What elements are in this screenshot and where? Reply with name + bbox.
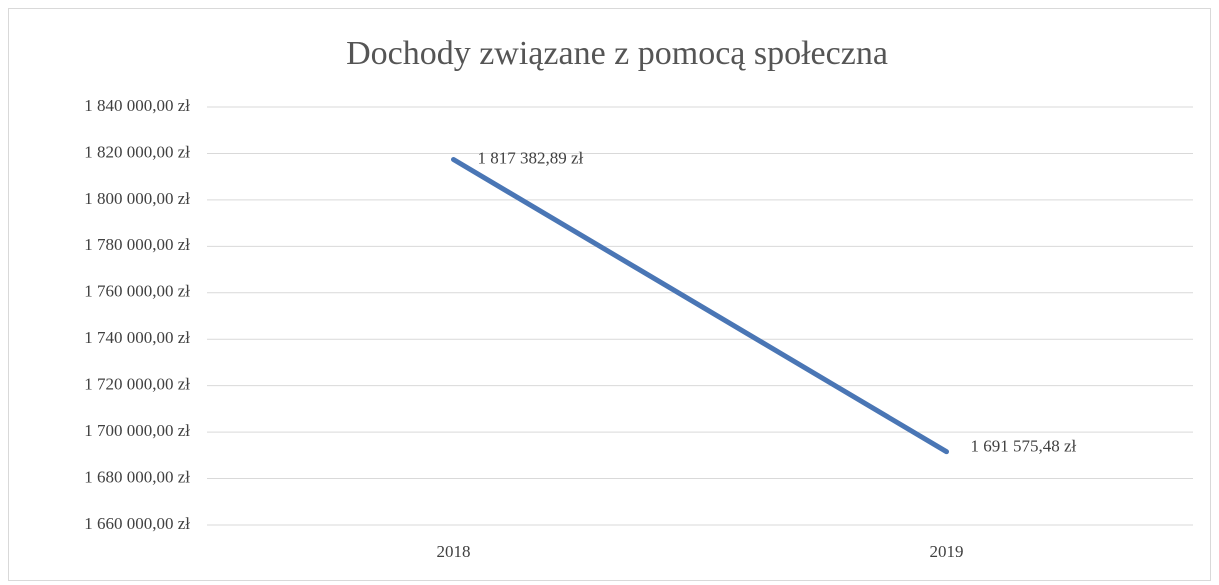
y-tick-label: 1 680 000,00 zł [84, 467, 190, 486]
x-tick-label: 2018 [437, 542, 471, 561]
data-line [451, 157, 949, 455]
chart-title: Dochody związane z pomocą społeczna [346, 35, 888, 72]
y-tick-label: 1 660 000,00 zł [84, 514, 190, 533]
y-tick-label: 1 840 000,00 zł [84, 96, 190, 115]
x-tick-label: 2019 [930, 542, 964, 561]
y-tick-label: 1 820 000,00 zł [84, 142, 190, 161]
y-tick-label: 1 700 000,00 zł [84, 421, 190, 440]
data-label: 1 691 575,48 zł [971, 437, 1077, 456]
y-tick-label: 1 740 000,00 zł [84, 328, 190, 347]
chart-border [8, 8, 1211, 581]
y-tick-label: 1 720 000,00 zł [84, 375, 190, 394]
y-tick-label: 1 760 000,00 zł [84, 282, 190, 301]
data-label: 1 817 382,89 zł [478, 148, 584, 167]
y-tick-label: 1 800 000,00 zł [84, 189, 190, 208]
y-tick-label: 1 780 000,00 zł [84, 235, 190, 254]
